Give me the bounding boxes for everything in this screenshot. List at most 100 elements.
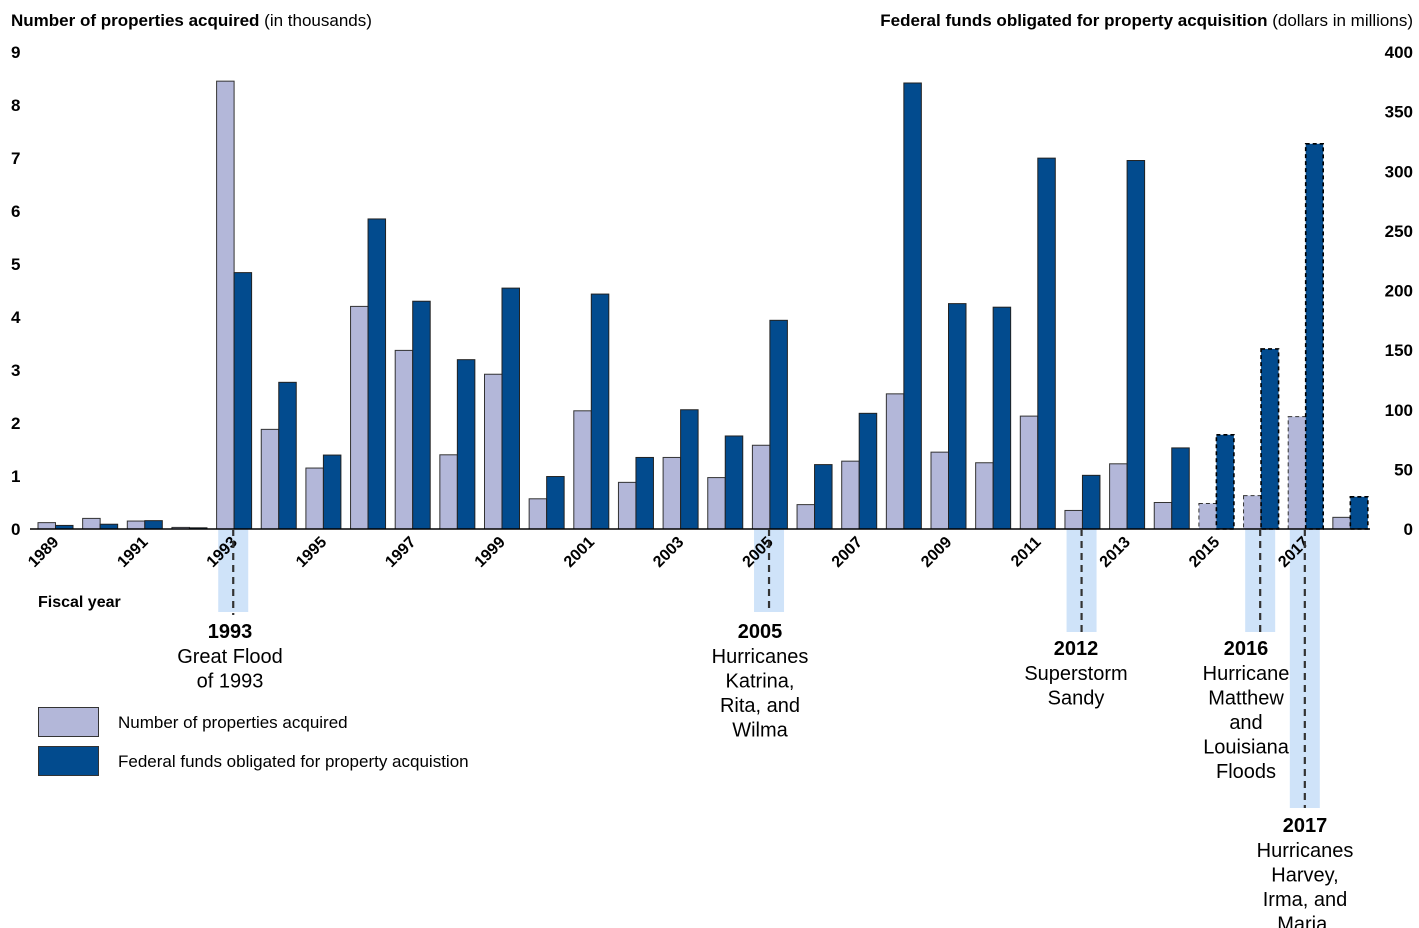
left-tick-0: 0 bbox=[11, 520, 20, 539]
right-tick-300: 300 bbox=[1385, 162, 1413, 181]
bar-properties-1989 bbox=[37, 522, 56, 530]
bar-funds-1991 bbox=[144, 520, 163, 530]
bar-properties-2013 bbox=[1109, 463, 1128, 530]
x-tick-2003: 2003 bbox=[650, 534, 687, 571]
annotation-line-2016-3: Louisiana bbox=[1203, 737, 1290, 759]
bar-properties-2012 bbox=[1064, 509, 1083, 530]
annotation-year-2012: 2012 bbox=[1054, 638, 1099, 660]
x-tick-1999: 1999 bbox=[472, 534, 509, 571]
annotation-line-2017-3: Maria. bbox=[1277, 914, 1333, 928]
x-tick-2011: 2011 bbox=[1008, 534, 1045, 571]
annotation-year-2016: 2016 bbox=[1224, 638, 1269, 660]
bar-properties-1996 bbox=[350, 305, 369, 530]
bar-funds-2001 bbox=[590, 293, 610, 530]
bar-properties-2004 bbox=[707, 477, 726, 530]
legend-item-properties: Number of properties acquired bbox=[38, 707, 558, 739]
annotation-year-2017: 2017 bbox=[1283, 815, 1328, 837]
left-axis-title-main: Number of properties acquired bbox=[11, 11, 260, 30]
bar-properties-2007 bbox=[841, 460, 860, 530]
bar-properties-2000 bbox=[528, 498, 548, 530]
annotation-line-2016-1: Matthew bbox=[1208, 688, 1284, 710]
bar-funds-2000 bbox=[546, 476, 565, 530]
bar-funds-2016 bbox=[1260, 348, 1280, 530]
annotation-line-2005-0: Hurricanes bbox=[712, 646, 809, 668]
annotation-line-2005-2: Rita, and bbox=[720, 695, 800, 717]
bar-funds-1997 bbox=[412, 300, 431, 530]
x-tick-1989: 1989 bbox=[25, 534, 62, 571]
bar-funds-1994 bbox=[278, 381, 297, 530]
left-tick-1: 1 bbox=[11, 467, 20, 486]
bar-properties-1994 bbox=[260, 428, 280, 530]
left-tick-3: 3 bbox=[11, 361, 20, 380]
bar-properties-2017 bbox=[1287, 416, 1307, 530]
bar-funds-2018 bbox=[1349, 496, 1369, 530]
bar-funds-2005 bbox=[769, 319, 788, 530]
x-tick-2001: 2001 bbox=[561, 534, 598, 571]
annotation-line-2017-0: Hurricanes bbox=[1257, 840, 1354, 862]
bar-properties-2015 bbox=[1198, 503, 1217, 530]
annotation-2012: 2012 Superstorm Sandy bbox=[1024, 638, 1127, 710]
annotation-line-2012-0: Superstorm bbox=[1024, 663, 1127, 685]
x-axis-title: Fiscal year bbox=[38, 594, 121, 611]
annotation-2005: 2005 Hurricanes Katrina,Rita, and Wilma bbox=[712, 621, 809, 742]
bar-properties-2010 bbox=[975, 462, 994, 530]
left-axis-title: Number of properties acquired (in thousa… bbox=[11, 11, 372, 31]
left-tick-8: 8 bbox=[11, 96, 20, 115]
bar-funds-2011 bbox=[1037, 157, 1056, 530]
annotation-line-2005-3: Wilma bbox=[732, 720, 788, 742]
right-tick-100: 100 bbox=[1385, 401, 1413, 420]
bar-funds-2015 bbox=[1215, 433, 1235, 530]
bar-properties-1990 bbox=[82, 517, 101, 530]
bar-properties-2011 bbox=[1019, 415, 1039, 530]
right-tick-250: 250 bbox=[1385, 222, 1413, 241]
bar-properties-1999 bbox=[484, 373, 503, 530]
event-markers bbox=[232, 529, 1306, 808]
bar-properties-2016 bbox=[1243, 495, 1262, 530]
bar-funds-2010 bbox=[992, 306, 1012, 530]
right-tick-50: 50 bbox=[1394, 460, 1413, 479]
bar-funds-2006 bbox=[814, 464, 833, 530]
bar-properties-2008 bbox=[885, 393, 905, 530]
bar-funds-2009 bbox=[948, 303, 967, 530]
bar-properties-2001 bbox=[573, 410, 592, 530]
bar-funds-1995 bbox=[322, 454, 342, 530]
annotation-line-2016-0: Hurricane bbox=[1203, 663, 1290, 685]
legend-swatch-properties bbox=[38, 707, 99, 737]
x-tick-2009: 2009 bbox=[918, 534, 955, 571]
bar-funds-2014 bbox=[1171, 447, 1190, 530]
annotation-line-2016-2: and bbox=[1229, 712, 1262, 734]
right-axis-title-unit: (dollars in millions) bbox=[1267, 11, 1413, 30]
annotation-line-2017-1: Harvey, bbox=[1271, 865, 1338, 887]
bar-funds-2012 bbox=[1081, 474, 1101, 530]
annotation-line-2016-4: Floods bbox=[1216, 761, 1276, 783]
bar-properties-2018 bbox=[1332, 516, 1351, 530]
legend-item-funds: Federal funds obligated for property acq… bbox=[38, 746, 558, 778]
x-tick-1995: 1995 bbox=[293, 534, 330, 571]
bar-properties-2003 bbox=[662, 456, 682, 530]
bar-funds-2004 bbox=[724, 435, 744, 530]
legend-label-properties: Number of properties acquired bbox=[118, 713, 348, 732]
left-tick-4: 4 bbox=[11, 308, 21, 327]
bar-funds-2003 bbox=[680, 409, 699, 530]
annotation-line-2017-2: Irma, and bbox=[1263, 889, 1347, 911]
annotation-line-1993-1: of 1993 bbox=[197, 671, 264, 693]
right-tick-150: 150 bbox=[1385, 341, 1413, 360]
x-tick-1997: 1997 bbox=[382, 534, 419, 571]
annotation-year-1993: 1993 bbox=[208, 621, 253, 643]
bar-properties-2005 bbox=[751, 444, 771, 530]
bar-funds-1999 bbox=[501, 287, 520, 530]
annotation-year-2005: 2005 bbox=[738, 621, 783, 643]
bar-funds-1998 bbox=[456, 359, 476, 530]
bar-properties-2009 bbox=[930, 451, 949, 530]
bar-properties-2006 bbox=[796, 504, 816, 530]
bar-properties-1998 bbox=[439, 454, 458, 530]
bar-funds-2013 bbox=[1126, 160, 1146, 530]
bar-funds-2017 bbox=[1304, 143, 1324, 530]
bar-properties-2014 bbox=[1153, 502, 1173, 530]
bar-funds-1993 bbox=[233, 272, 253, 530]
annotation-line-1993-0: Great Flood bbox=[177, 646, 283, 668]
left-tick-7: 7 bbox=[11, 149, 20, 168]
left-tick-6: 6 bbox=[11, 202, 20, 221]
